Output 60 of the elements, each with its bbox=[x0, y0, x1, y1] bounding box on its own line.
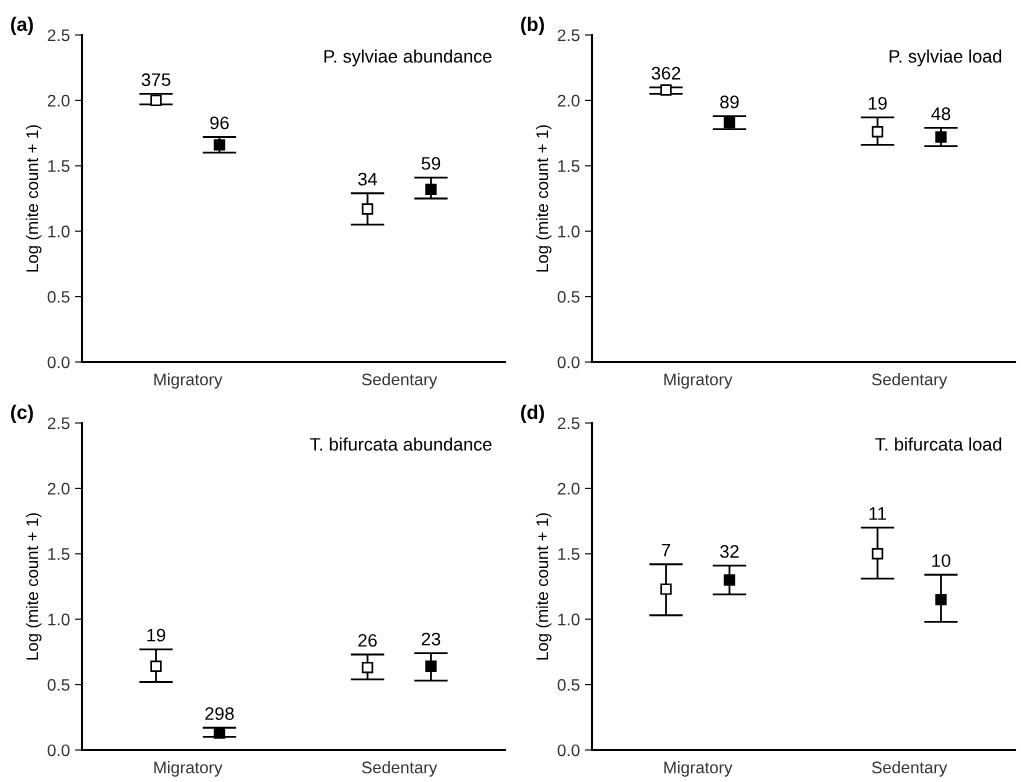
y-tick-label: 0.0 bbox=[557, 744, 580, 757]
y-tick-label: 2.5 bbox=[47, 29, 70, 42]
annotation: 59 bbox=[421, 157, 441, 170]
y-tick-label: 0.0 bbox=[47, 744, 70, 757]
y-tick-label: 0.5 bbox=[47, 679, 70, 691]
annotation: P. sylviae abundance bbox=[324, 49, 492, 67]
y-tick-label: 1.5 bbox=[48, 160, 70, 172]
y-tick-label: 2.0 bbox=[47, 94, 70, 107]
x-tick-label: Migratory bbox=[154, 761, 223, 777]
y-tick-label: 1.5 bbox=[558, 160, 580, 172]
y-axis-title: Log (mite count + 1) bbox=[535, 125, 552, 272]
annotation: 10 bbox=[932, 554, 951, 567]
annotation: 48 bbox=[931, 107, 951, 121]
chart-title: (a) bbox=[11, 16, 33, 35]
chart-title: (b) bbox=[521, 16, 544, 35]
annotation: 7 bbox=[661, 543, 671, 557]
x-tick-label: Sedentary bbox=[362, 761, 438, 777]
y-axis-title: Log (mite count + 1) bbox=[535, 513, 552, 660]
y-tick-label: 2.5 bbox=[47, 417, 70, 430]
y-tick-label: 2.5 bbox=[557, 417, 580, 430]
x-tick-label: Migratory bbox=[664, 373, 733, 389]
y-tick-label: 1.0 bbox=[558, 225, 580, 238]
y-tick-label: 0.0 bbox=[557, 356, 580, 369]
y-tick-label: 0.5 bbox=[47, 291, 70, 303]
y-tick-label: 1.5 bbox=[48, 548, 70, 560]
annotation: 11 bbox=[869, 507, 887, 520]
annotation: P. sylviae load bbox=[889, 49, 1002, 67]
annotation: 89 bbox=[720, 95, 739, 109]
annotation: T. bifurcata load bbox=[875, 437, 1002, 451]
annotation: 34 bbox=[358, 172, 378, 186]
annotation: 375 bbox=[141, 73, 171, 87]
y-tick-label: 1.5 bbox=[558, 548, 580, 560]
y-tick-label: 1.0 bbox=[48, 225, 70, 238]
x-tick-label: Sedentary bbox=[872, 761, 948, 777]
annotation: 96 bbox=[210, 116, 229, 130]
y-axis-title: Log (mite count + 1) bbox=[25, 125, 42, 272]
annotation: 32 bbox=[720, 545, 739, 558]
x-tick-label: Migratory bbox=[664, 761, 733, 777]
annotation: 298 bbox=[205, 707, 234, 721]
y-tick-label: 2.0 bbox=[47, 482, 70, 495]
annotation: 26 bbox=[358, 633, 377, 647]
annotation: 362 bbox=[651, 66, 681, 80]
x-tick-label: Sedentary bbox=[872, 373, 948, 389]
y-tick-label: 2.5 bbox=[557, 29, 580, 42]
annotation: 19 bbox=[147, 628, 166, 642]
y-tick-label: 1.0 bbox=[558, 613, 580, 626]
annotation: T. bifurcata abundance bbox=[310, 437, 492, 451]
y-tick-label: 1.0 bbox=[48, 613, 70, 626]
y-tick-label: 0.0 bbox=[47, 356, 70, 369]
x-tick-label: Sedentary bbox=[362, 373, 438, 389]
chart-title: (d) bbox=[521, 404, 544, 423]
annotation: 19 bbox=[868, 96, 887, 110]
chart-title: (c) bbox=[11, 404, 33, 423]
y-tick-label: 2.0 bbox=[557, 482, 580, 495]
y-tick-label: 0.5 bbox=[557, 679, 580, 691]
y-tick-label: 2.0 bbox=[557, 94, 580, 107]
y-axis-title: Log (mite count + 1) bbox=[25, 513, 42, 660]
y-tick-label: 0.5 bbox=[557, 291, 580, 303]
x-tick-label: Migratory bbox=[154, 373, 223, 389]
annotation: 23 bbox=[421, 632, 441, 646]
